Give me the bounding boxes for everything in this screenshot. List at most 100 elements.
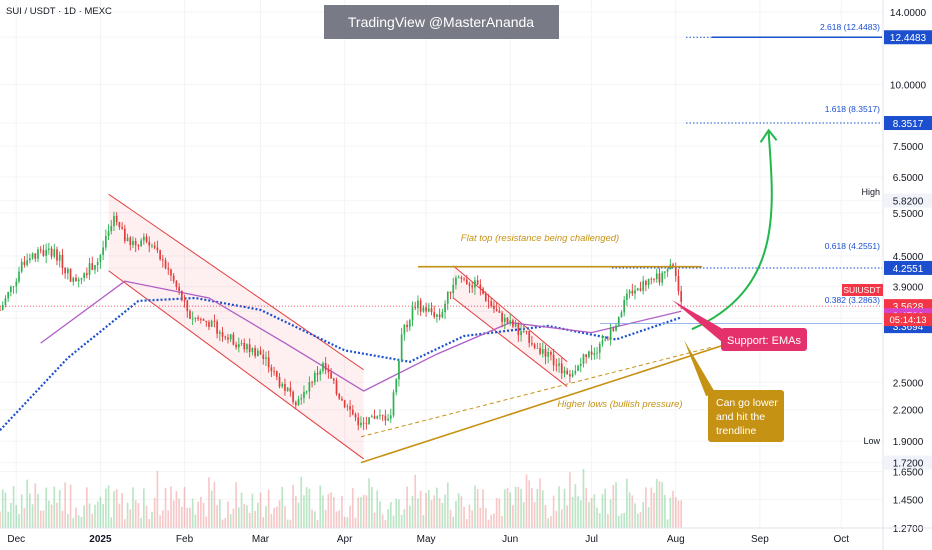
volume-bar	[335, 511, 338, 528]
volume-bar	[349, 505, 351, 528]
volume-bar	[107, 485, 110, 528]
candle-body	[151, 245, 153, 247]
candle-body	[262, 354, 265, 359]
volume-bar	[533, 501, 536, 528]
volume-bar	[422, 515, 425, 528]
volume-bar	[126, 502, 129, 528]
candle-body	[305, 391, 308, 393]
volume-bar	[18, 514, 20, 528]
time-tick-label: Apr	[337, 534, 353, 545]
candle-body	[444, 303, 446, 313]
volume-bar	[7, 511, 9, 528]
volume-bar	[1, 489, 4, 528]
candle-body	[254, 348, 256, 357]
volume-bar	[202, 502, 205, 528]
candle-body	[338, 393, 341, 399]
candle-body	[503, 317, 506, 322]
price-tag-label: 12.4483	[890, 33, 927, 44]
volume-bar	[571, 496, 574, 528]
candle-body	[248, 344, 251, 353]
volume-bar	[96, 501, 99, 528]
candle-body	[148, 241, 151, 246]
candle-body	[183, 300, 186, 302]
candle-body	[37, 249, 39, 259]
volume-bar	[15, 504, 18, 528]
volume-bar	[37, 493, 39, 528]
volume-bar	[607, 514, 609, 528]
candle-body	[88, 263, 91, 275]
volume-bar	[395, 498, 398, 528]
volume-bar	[235, 482, 237, 528]
candle-body	[411, 307, 414, 321]
volume-bar	[351, 488, 354, 528]
candlesticks	[0, 211, 683, 431]
volume-bar	[558, 486, 560, 528]
volume-bar	[140, 517, 142, 528]
candle-body	[23, 261, 26, 265]
volume-bar	[490, 514, 493, 528]
candle-body	[452, 284, 455, 294]
volume-bar	[560, 509, 563, 528]
candle-body	[368, 417, 370, 425]
candle-body	[129, 237, 132, 245]
volume-bar	[42, 510, 45, 528]
volume-bar	[392, 515, 395, 528]
volume-bar	[50, 504, 53, 528]
candle-body	[661, 272, 664, 283]
volume-bar	[10, 502, 12, 528]
volume-bar	[186, 507, 189, 528]
candle-body	[585, 354, 588, 357]
go-lower-line-1: Can go lower	[716, 397, 778, 409]
volume-bar	[330, 492, 332, 528]
volume-bar	[403, 509, 406, 528]
candle-body	[558, 363, 560, 366]
candle-body	[357, 417, 360, 426]
ema-lines	[0, 280, 682, 431]
volume-bar	[45, 487, 47, 528]
candle-body	[172, 275, 175, 281]
candle-body	[313, 373, 316, 383]
candle-body	[417, 300, 419, 309]
volume-bar	[170, 486, 172, 528]
volume-bar	[208, 477, 210, 528]
volume-bar	[362, 494, 365, 528]
volume-bar	[433, 495, 436, 528]
volume-bar	[379, 501, 381, 528]
candle-body	[351, 409, 354, 415]
candle-body	[427, 308, 430, 312]
candle-body	[20, 261, 23, 272]
candle-body	[425, 307, 427, 312]
volume-bar	[12, 486, 15, 528]
candle-body	[194, 317, 197, 319]
candle-body	[400, 334, 403, 361]
price-tick-label: 2.2000	[893, 406, 924, 417]
volume-bar	[408, 505, 411, 528]
candle-body	[639, 288, 642, 291]
candle-body	[86, 273, 88, 275]
candle-body	[642, 280, 645, 291]
candle-body	[284, 383, 286, 391]
bullish-arrow-head	[759, 128, 778, 143]
volume-bar	[322, 495, 324, 528]
candle-body	[121, 227, 123, 229]
volume-bars	[0, 469, 683, 528]
volume-bar	[341, 495, 343, 528]
volume-bar	[191, 498, 194, 528]
price-tick-label: 1.4500	[893, 495, 924, 506]
volume-bar	[666, 519, 669, 528]
watermark-box	[324, 5, 559, 39]
candle-body	[7, 292, 9, 299]
volume-bar	[88, 503, 91, 528]
candle-body	[243, 343, 246, 350]
volume-bar	[498, 498, 501, 528]
volume-bar	[582, 469, 585, 528]
candle-body	[563, 370, 566, 374]
candle-body	[45, 249, 47, 256]
candle-body	[39, 249, 42, 251]
candle-body	[289, 387, 292, 392]
volume-bar	[479, 507, 482, 528]
candle-body	[75, 277, 77, 282]
volume-bar	[110, 517, 113, 528]
candle-body	[29, 258, 31, 261]
